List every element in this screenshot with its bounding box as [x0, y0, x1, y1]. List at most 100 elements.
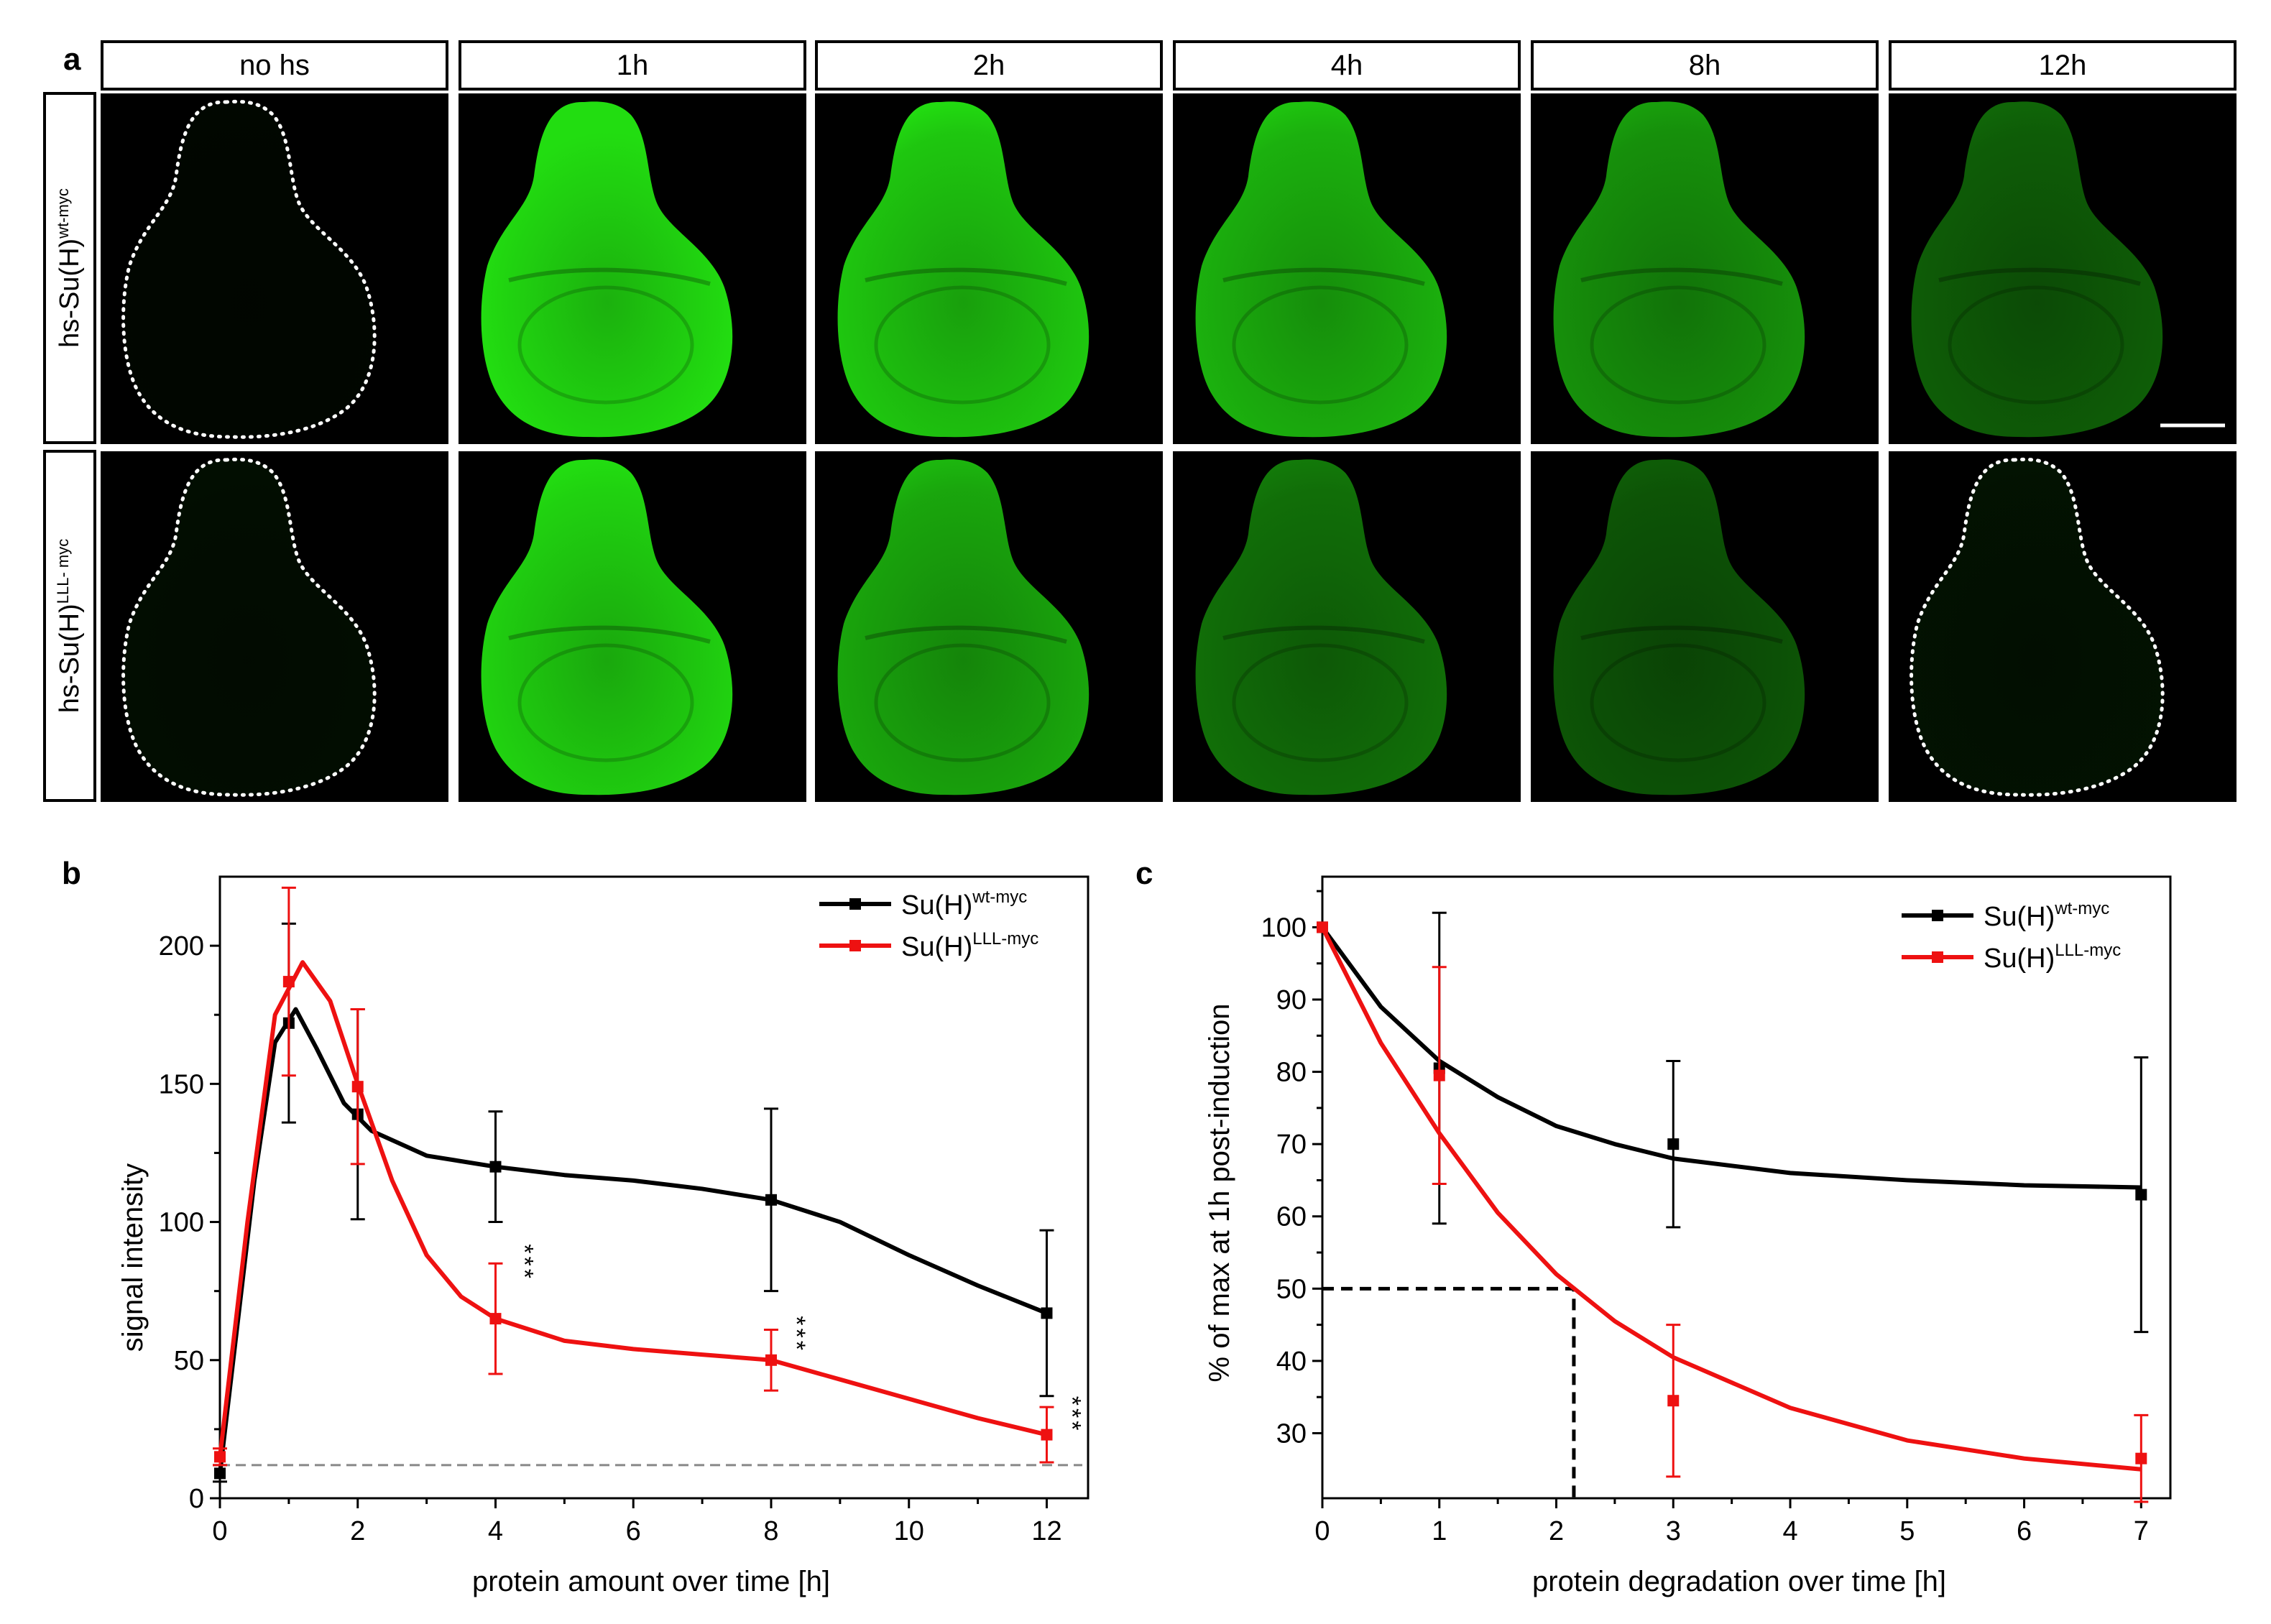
x-tick-label: 2	[350, 1516, 365, 1546]
x-tick-label: 4	[1782, 1516, 1797, 1546]
wing-disc-shape	[1911, 459, 2163, 795]
wing-disc-shape	[837, 101, 1090, 438]
wing-disc	[121, 457, 377, 797]
x-tick-label: 7	[2134, 1516, 2149, 1546]
chart-c-plot: 0 1 2 3 4 5 6 7 30 40 50 60 70 80 90 100 Su(H)wt-myc Su(H…	[1261, 875, 2172, 1546]
wing-disc	[1195, 101, 1447, 438]
panel-a-letter: a	[63, 42, 81, 77]
wing-disc-shape	[123, 459, 375, 795]
plot-frame	[218, 875, 1090, 1500]
y-tick-label: 150	[159, 1069, 204, 1099]
column-header: 4h	[1173, 40, 1521, 91]
wing-outline	[121, 457, 377, 797]
x-tick-label: 0	[1314, 1516, 1330, 1546]
wing-disc	[1553, 101, 1805, 438]
legend-label: Su(H)LLL-myc	[901, 929, 1038, 962]
y-tick-label: 80	[1276, 1058, 1307, 1088]
column-header: no hs	[101, 40, 448, 91]
column-header: 1h	[459, 40, 806, 91]
data-point	[1317, 921, 1328, 933]
y-tick-label: 100	[1261, 913, 1307, 943]
wing-disc-shape	[1195, 101, 1447, 438]
legend-label: Su(H)LLL-myc	[1984, 941, 2121, 974]
legend-label: Su(H)wt-myc	[901, 887, 1027, 921]
row-label-sup: LLL- myc	[54, 538, 73, 604]
microscopy-image	[815, 93, 1163, 444]
significance-marker: ***	[510, 1244, 538, 1281]
microscopy-image	[1173, 451, 1521, 802]
chart-b: b signal intensity protein amount over t…	[62, 856, 1090, 1597]
y-tick-label: 100	[159, 1208, 204, 1238]
column-header: 12h	[1889, 40, 2237, 91]
wing-disc	[481, 101, 733, 438]
wing-disc-shape	[837, 459, 1090, 795]
column-header: 2h	[815, 40, 1163, 91]
wing-disc	[837, 459, 1090, 795]
panel-c-letter: c	[1136, 856, 1153, 891]
microscopy-image	[1889, 93, 2237, 444]
data-point	[765, 1354, 777, 1366]
chart-c: c % of max at 1h post-induction protein …	[1136, 856, 2172, 1597]
wing-disc-shape	[481, 101, 733, 438]
y-tick-label: 90	[1276, 985, 1307, 1015]
microscopy-image	[815, 451, 1163, 802]
data-point	[1041, 1429, 1053, 1441]
x-tick-label: 12	[1031, 1516, 1061, 1546]
row-label-lll: hs-Su(H)LLL- myc	[43, 450, 96, 802]
legend-marker	[1932, 910, 1943, 921]
microscopy-image	[101, 451, 448, 802]
half-life-marker	[1322, 1286, 1576, 1498]
significance-marker: ***	[1058, 1396, 1085, 1434]
wing-disc-shape	[481, 459, 733, 795]
y-tick-label: 0	[189, 1484, 204, 1514]
chart-b-ylabel: signal intensity	[117, 1163, 149, 1352]
data-point	[1667, 1138, 1680, 1150]
data-point	[765, 1194, 777, 1206]
wing-disc	[837, 101, 1090, 438]
data-point	[2135, 1189, 2147, 1201]
wing-disc-shape	[1195, 459, 1447, 795]
y-tick-label: 200	[159, 931, 204, 961]
y-tick-label: 60	[1276, 1202, 1307, 1232]
wing-disc-shape	[123, 101, 375, 438]
chart-b-plot: 0 2 4 6 8 10 12 0 50 100 150 200 *** *** *** Su(H)wt-my…	[159, 875, 1090, 1546]
wing-outline	[1910, 457, 2165, 797]
chart-c-xlabel: protein degradation over time [h]	[1532, 1566, 1946, 1597]
data-point	[282, 976, 295, 988]
data-point	[489, 1313, 502, 1325]
data-point	[214, 1451, 226, 1463]
x-tick-label: 5	[1899, 1516, 1915, 1546]
wing-disc-shape	[1911, 101, 2163, 438]
series-line-0	[1320, 926, 2142, 1190]
data-point	[1041, 1307, 1053, 1319]
chart-b-xlabel: protein amount over time [h]	[472, 1566, 830, 1597]
y-tick-label: 50	[174, 1346, 204, 1376]
wing-disc	[1911, 101, 2225, 438]
column-header: 8h	[1531, 40, 1879, 91]
wing-disc-shape	[1553, 459, 1805, 795]
data-point	[2135, 1452, 2147, 1464]
x-tick-label: 0	[212, 1516, 227, 1546]
microscopy-image	[1531, 451, 1879, 802]
chart-c-ylabel: % of max at 1h post-induction	[1204, 1004, 1235, 1383]
series-line-1	[218, 960, 1048, 1457]
x-tick-label: 3	[1666, 1516, 1681, 1546]
row-label-main: hs-Su(H)	[54, 238, 85, 348]
wing-disc	[121, 99, 377, 439]
data-point	[1433, 1069, 1445, 1081]
series-line-1	[1320, 926, 2142, 1472]
microscopy-image	[1531, 93, 1879, 444]
y-tick-label: 40	[1276, 1347, 1307, 1377]
wing-disc	[1553, 459, 1805, 795]
x-tick-label: 6	[2017, 1516, 2032, 1546]
wing-disc	[1195, 459, 1447, 795]
row-label-sup: wt-myc	[54, 188, 73, 239]
wing-disc	[481, 459, 733, 795]
x-tick-label: 4	[488, 1516, 503, 1546]
microscopy-image	[1173, 93, 1521, 444]
data-point	[1667, 1395, 1680, 1407]
y-tick-label: 30	[1276, 1418, 1307, 1449]
significance-marker: ***	[783, 1316, 810, 1353]
x-tick-label: 6	[626, 1516, 641, 1546]
panel-b-letter: b	[62, 856, 81, 891]
